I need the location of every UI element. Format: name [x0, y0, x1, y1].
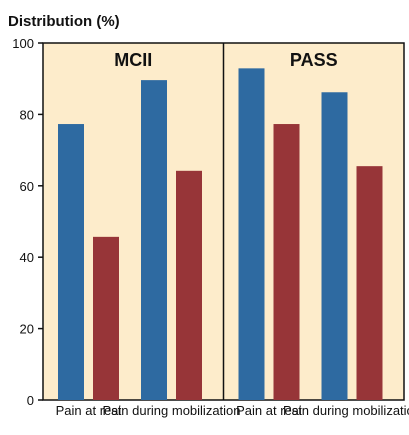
panel-title-0: MCII	[114, 50, 152, 70]
bar-panel0-cat1-series1	[176, 170, 202, 400]
x-tick-label-panel0-cat1: Pain during mobilization	[102, 403, 240, 418]
y-axis: 0 20 40 60 80 100	[12, 36, 43, 408]
bar-panel1-cat1-series0	[321, 92, 348, 401]
bar-panel0-cat0-series0	[58, 124, 84, 400]
y-tick-label-20: 20	[20, 322, 34, 337]
bar-panel1-cat0-series0	[238, 68, 265, 401]
bar-panel1-cat1-series1	[356, 166, 383, 400]
x-tick-label-panel1-cat1: Pain during mobilization	[283, 403, 409, 418]
y-tick-label-100: 100	[12, 36, 34, 51]
y-tick-label-80: 80	[20, 107, 34, 122]
y-tick-label-0: 0	[27, 393, 34, 408]
plot-frame	[42, 42, 405, 401]
x-tick-label-panel1-cat0: Pain at rest	[236, 403, 302, 418]
bar-group	[58, 68, 383, 401]
bar-panel1-cat0-series1	[273, 124, 300, 400]
x-tick-label-panel0-cat0: Pain at rest	[56, 403, 122, 418]
panel-title-1: PASS	[290, 50, 338, 70]
y-tick-label-40: 40	[20, 250, 34, 265]
bar-panel0-cat0-series1	[93, 236, 119, 400]
y-tick-label-60: 60	[20, 179, 34, 194]
bar-panel0-cat1-series0	[141, 80, 167, 401]
y-axis-label: Distribution (%)	[8, 13, 120, 30]
